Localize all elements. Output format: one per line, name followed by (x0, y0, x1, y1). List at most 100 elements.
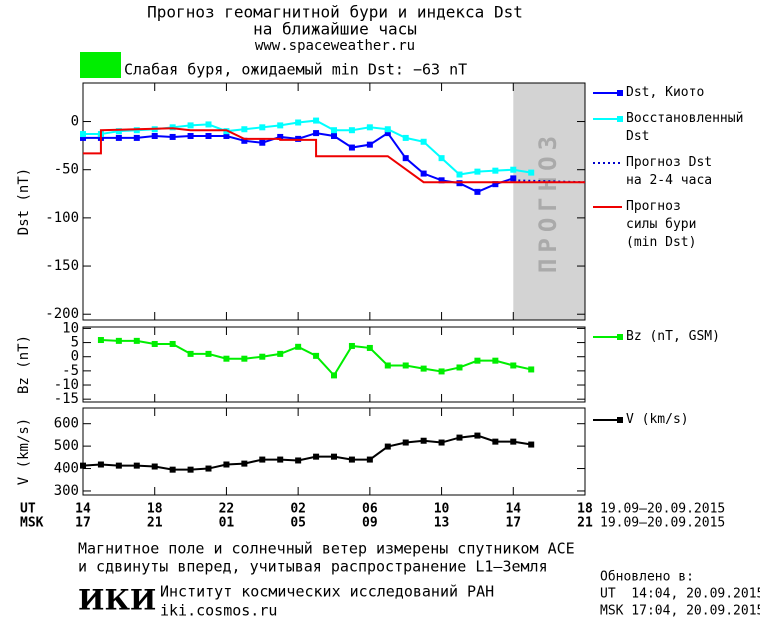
y-tick-label: -15 (54, 391, 79, 407)
marker (151, 340, 158, 347)
marker (80, 131, 86, 138)
marker (510, 362, 517, 369)
marker (241, 126, 248, 133)
legend-marker (617, 116, 623, 122)
x-tick-label: 18 (147, 502, 163, 517)
marker (313, 130, 320, 137)
marker (295, 343, 302, 350)
marker (295, 119, 302, 126)
x-tick-label: 06 (362, 502, 378, 517)
x-axis-label: UT (20, 502, 36, 517)
marker (169, 340, 176, 347)
x-tick-label: 09 (362, 516, 378, 531)
marker (474, 432, 481, 439)
x-range: 19.09–20.09.2015 (600, 516, 725, 531)
marker (259, 139, 266, 146)
y-tick-label: 0 (71, 349, 79, 365)
footer-note: и сдвинуты вперед, учитывая распростране… (78, 558, 548, 576)
marker (223, 132, 230, 139)
marker (384, 362, 391, 369)
marker (331, 132, 337, 139)
marker (313, 117, 320, 124)
x-axis-label: MSK (20, 516, 44, 531)
plot-frame (82, 407, 586, 496)
marker (384, 130, 391, 137)
y-tick-label: -10 (54, 377, 79, 393)
marker (241, 137, 248, 144)
marker (402, 362, 409, 369)
marker (187, 350, 194, 357)
forecast-label: ПРОГНОЗ (534, 130, 562, 273)
marker (295, 457, 302, 464)
institute: Институт космических исследований РАН (160, 583, 494, 601)
marker (259, 124, 266, 131)
x-tick-label: 13 (434, 516, 450, 531)
y-tick-label: 400 (54, 461, 79, 477)
marker (402, 439, 409, 446)
marker (348, 456, 355, 463)
marker (205, 121, 212, 128)
x-tick-label: 17 (75, 516, 91, 531)
marker (348, 342, 355, 349)
marker (277, 350, 284, 357)
marker (474, 168, 481, 175)
x-tick-label: 22 (219, 502, 235, 517)
status-swatch (80, 52, 121, 78)
marker (331, 372, 337, 379)
marker (420, 170, 427, 177)
marker (384, 443, 391, 450)
marker (438, 177, 445, 184)
x-tick-label: 14 (75, 502, 91, 517)
y-tick-label: 300 (54, 483, 79, 499)
marker (80, 134, 86, 141)
marker (241, 355, 248, 362)
marker (402, 155, 409, 162)
marker (205, 350, 212, 357)
series-line (82, 434, 532, 471)
legend-label: Dst, Киото (626, 85, 705, 100)
marker (313, 453, 320, 460)
marker (456, 171, 463, 178)
marker (366, 344, 373, 351)
marker (492, 438, 499, 445)
marker (151, 132, 158, 139)
marker (474, 188, 481, 195)
marker (438, 439, 445, 446)
x-tick-label: 01 (219, 516, 235, 531)
marker (187, 466, 194, 473)
marker (528, 366, 535, 373)
marker (456, 364, 463, 371)
marker (97, 461, 104, 468)
marker (331, 127, 337, 134)
marker (241, 460, 248, 467)
marker (348, 127, 355, 134)
legend-label: V (km/s) (626, 412, 689, 427)
marker (133, 337, 140, 344)
x-tick-label: 17 (505, 516, 521, 531)
plot-frame (82, 326, 586, 403)
marker (115, 128, 122, 135)
marker (259, 456, 266, 463)
y-tick-label: -5 (62, 363, 79, 379)
y-tick-label: -50 (54, 162, 79, 178)
site: iki.cosmos.ru (160, 602, 277, 620)
marker (133, 462, 140, 469)
marker (528, 441, 535, 448)
marker (474, 357, 481, 364)
y-tick-label: -150 (45, 258, 79, 274)
marker (259, 353, 266, 360)
x-tick-label: 10 (434, 502, 450, 517)
marker (420, 138, 427, 145)
plot-frame (82, 82, 586, 321)
x-tick-label: 14 (505, 502, 521, 517)
series-line (83, 127, 585, 184)
marker (115, 462, 122, 469)
marker (187, 132, 194, 139)
marker (438, 155, 445, 162)
marker (97, 337, 104, 344)
url: www.spaceweather.ru (255, 38, 415, 54)
marker (510, 438, 517, 445)
marker (169, 466, 176, 473)
